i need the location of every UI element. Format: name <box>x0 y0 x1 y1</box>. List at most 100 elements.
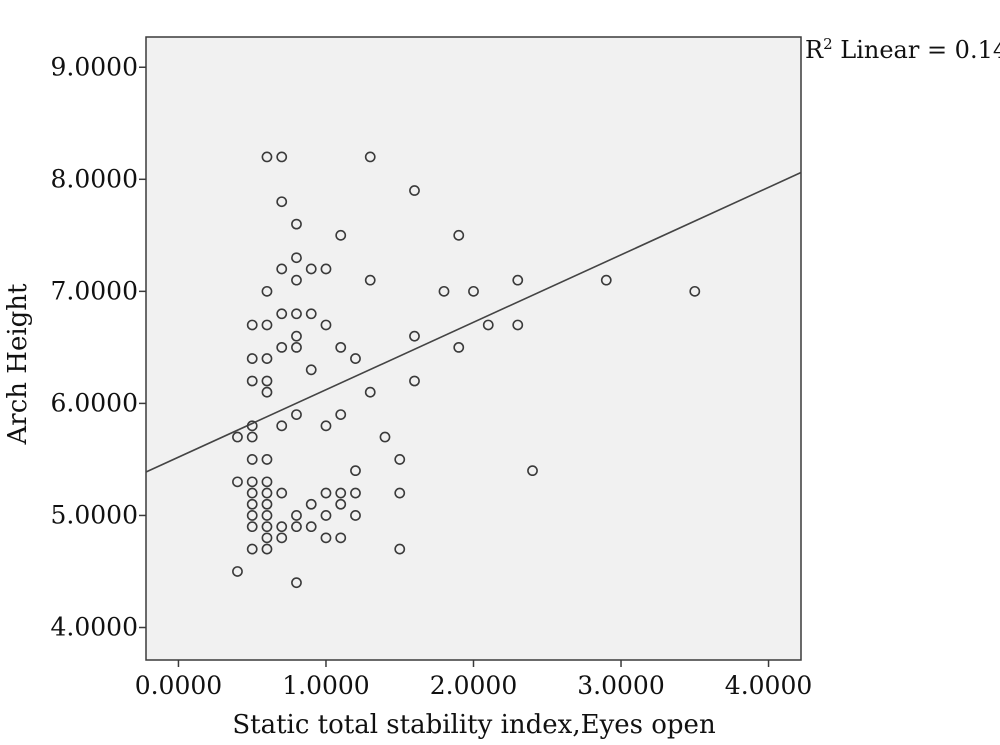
data-point <box>291 308 302 320</box>
data-point <box>291 252 302 264</box>
x-tick-label: 4.0000 <box>725 671 812 700</box>
data-point <box>689 285 701 297</box>
data-point <box>246 431 258 443</box>
data-point <box>261 454 273 465</box>
x-tick-label: 3.0000 <box>577 671 664 700</box>
data-point <box>364 151 376 163</box>
data-point <box>232 566 243 577</box>
data-point <box>482 319 494 331</box>
data-point <box>276 341 288 353</box>
x-tick-label: 1.0000 <box>282 671 369 700</box>
data-point <box>409 330 420 342</box>
data-point <box>261 386 273 398</box>
plot-area <box>145 36 802 661</box>
data-point <box>246 319 258 331</box>
data-point <box>276 263 288 275</box>
x-tick-label: 0.0000 <box>135 671 222 700</box>
data-point <box>305 498 317 510</box>
r-squared-superscript: 2 <box>823 35 833 53</box>
data-point <box>364 274 376 286</box>
data-point <box>291 218 302 230</box>
data-point <box>335 498 347 510</box>
data-point <box>246 521 258 533</box>
data-point <box>291 330 302 342</box>
data-point <box>512 274 524 286</box>
data-point <box>320 510 332 521</box>
data-point <box>261 375 273 387</box>
data-point <box>246 510 258 521</box>
data-point <box>261 285 273 297</box>
y-tick-label: 8.0000 <box>51 164 138 193</box>
data-point <box>305 364 317 376</box>
r-squared-annotation: R2 Linear = 0.143 <box>805 35 1000 64</box>
x-tick-label: 2.0000 <box>430 671 517 700</box>
data-point <box>291 409 302 421</box>
data-point <box>276 151 288 163</box>
data-point <box>246 420 258 432</box>
data-point <box>246 498 258 510</box>
data-point <box>246 487 258 499</box>
data-point <box>232 431 243 443</box>
data-point <box>276 420 288 432</box>
data-point <box>320 532 332 544</box>
data-point <box>276 487 288 499</box>
data-point <box>350 510 361 521</box>
data-point <box>320 263 332 275</box>
data-point <box>305 308 317 320</box>
data-point <box>394 543 406 555</box>
data-point <box>379 431 391 443</box>
data-point <box>246 476 258 488</box>
data-point <box>320 487 332 499</box>
data-point <box>276 521 288 533</box>
data-point <box>261 532 273 544</box>
y-tick-label: 9.0000 <box>51 52 138 81</box>
data-point <box>453 341 465 353</box>
data-point <box>438 285 450 297</box>
data-point <box>335 532 347 544</box>
data-point <box>291 510 302 521</box>
data-point <box>468 285 479 297</box>
data-point <box>261 498 273 510</box>
data-point <box>305 521 317 533</box>
data-point <box>291 521 302 533</box>
y-tick-label: 5.0000 <box>51 500 138 529</box>
y-axis-title: Arch Height <box>3 283 33 446</box>
data-point <box>291 341 302 353</box>
data-point <box>335 487 347 499</box>
data-point <box>261 521 273 533</box>
data-point <box>600 274 612 286</box>
data-point <box>394 454 406 465</box>
data-point <box>261 487 273 499</box>
data-point <box>335 229 347 241</box>
y-tick-label: 6.0000 <box>51 388 138 417</box>
data-point <box>335 341 347 353</box>
data-point <box>335 409 347 421</box>
data-point <box>350 487 361 499</box>
y-tick-label: 4.0000 <box>51 613 138 642</box>
data-point <box>291 577 302 589</box>
data-point <box>409 375 420 387</box>
data-point <box>261 151 273 163</box>
data-point <box>305 263 317 275</box>
data-point <box>527 465 538 477</box>
data-point <box>246 543 258 555</box>
data-point <box>246 454 258 465</box>
data-point <box>409 185 420 196</box>
y-tick-label: 7.0000 <box>51 276 138 305</box>
data-point <box>246 375 258 387</box>
data-point <box>364 386 376 398</box>
data-point <box>276 196 288 208</box>
data-point <box>261 510 273 521</box>
data-point <box>276 308 288 320</box>
data-point <box>291 274 302 286</box>
r-squared-prefix: R <box>805 36 824 64</box>
data-point <box>261 543 273 555</box>
data-point <box>453 229 465 241</box>
data-points <box>232 151 701 589</box>
x-axis-title: Static total stability index,Eyes open <box>232 710 716 740</box>
x-axis: 0.0000 1.0000 2.0000 3.0000 4.0000 <box>135 660 812 700</box>
data-point <box>350 353 361 364</box>
y-axis: 4.0000 5.0000 6.0000 7.0000 8.0000 9.0000 <box>51 52 146 642</box>
r-squared-suffix: Linear = 0.143 <box>833 36 1000 64</box>
